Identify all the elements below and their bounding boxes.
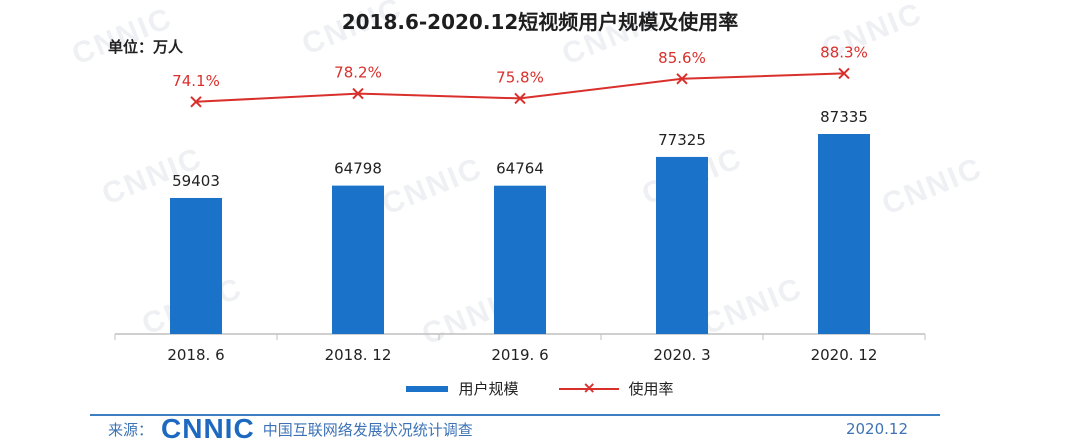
- bar-4: [818, 134, 870, 334]
- legend-label-line: 使用率: [628, 380, 674, 398]
- legend-item-bar: 用户规模: [406, 378, 519, 399]
- bar-1: [332, 185, 384, 334]
- usage-rate-point-1: [352, 87, 364, 100]
- bar-value-label-1: 64798: [334, 160, 382, 178]
- legend-swatch-line: ×: [558, 378, 619, 397]
- usage-rate-label-3: 85.6%: [658, 49, 706, 67]
- footer: 来源： CNNIC 中国互联网络发展状况统计调查 2020.12: [108, 413, 908, 444]
- x-tick-label-1: 2018. 12: [325, 346, 392, 364]
- cnnic-logo: CNNIC: [161, 413, 255, 444]
- x-tick-label-2: 2019. 6: [491, 346, 548, 364]
- usage-rate-label-1: 78.2%: [334, 64, 382, 82]
- usage-rate-point-2: [514, 92, 526, 105]
- footer-divider: [90, 414, 940, 416]
- usage-rate-label-0: 74.1%: [172, 72, 220, 90]
- bar-value-label-3: 77325: [658, 131, 706, 149]
- chart-title: 2018.6-2020.12短视频用户规模及使用率: [341, 10, 739, 34]
- source-label: 来源：: [108, 420, 154, 439]
- source-date: 2020.12: [845, 420, 908, 438]
- usage-rate-label-4: 88.3%: [820, 43, 868, 61]
- bar-2: [494, 185, 546, 334]
- bar-value-label-4: 87335: [820, 108, 868, 126]
- bar-value-label-0: 59403: [172, 172, 220, 190]
- x-tick-label-0: 2018. 6: [167, 346, 224, 364]
- usage-rate-point-4: [838, 67, 850, 80]
- x-tick-label-3: 2020. 3: [653, 346, 710, 364]
- x-tick-label-4: 2020. 12: [811, 346, 878, 364]
- bar-3: [656, 156, 708, 334]
- usage-rate-point-3: [676, 73, 688, 85]
- legend-item-line: × 使用率: [558, 378, 674, 399]
- bar-value-label-2: 64764: [496, 160, 544, 178]
- usage-rate-label-2: 75.8%: [496, 68, 544, 86]
- unit-label: 单位：万人: [108, 38, 184, 56]
- source-org: 中国互联网络发展状况统计调查: [262, 420, 473, 439]
- legend-swatch-bar: [406, 385, 449, 392]
- chart-legend: 用户规模 × 使用率: [0, 378, 1080, 399]
- bar-0: [170, 197, 222, 334]
- legend-label-bar: 用户规模: [458, 380, 519, 398]
- usage-rate-point-0: [190, 96, 202, 108]
